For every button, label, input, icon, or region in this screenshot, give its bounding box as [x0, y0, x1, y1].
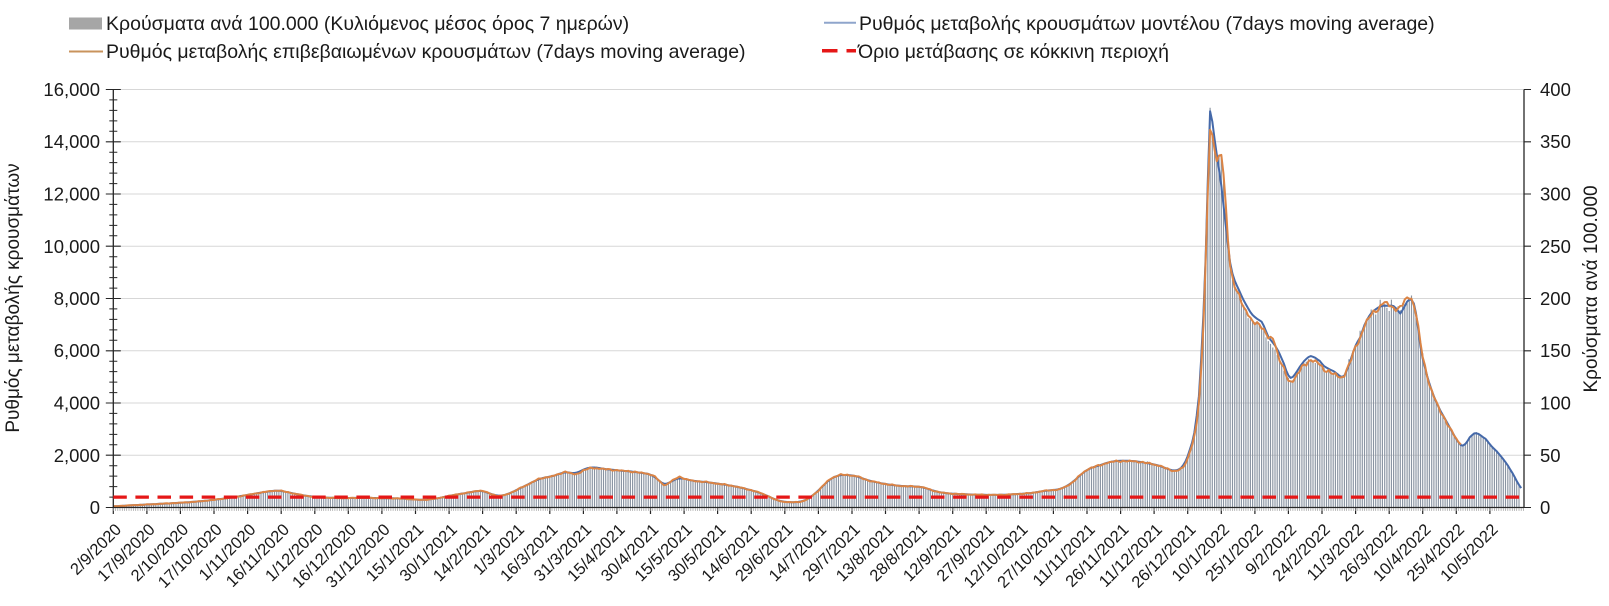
svg-text:200: 200 — [1540, 288, 1571, 309]
svg-text:2,000: 2,000 — [54, 445, 100, 466]
svg-text:8,000: 8,000 — [54, 288, 100, 309]
svg-text:Όριο μετάβασης σε κόκκινη περι: Όριο μετάβασης σε κόκκινη περιοχή — [857, 41, 1169, 63]
svg-text:250: 250 — [1540, 236, 1571, 257]
svg-text:150: 150 — [1540, 340, 1571, 361]
svg-text:Κρούσματα ανά 100.000: Κρούσματα ανά 100.000 — [1581, 185, 1602, 392]
svg-text:0: 0 — [90, 497, 100, 518]
svg-text:12,000: 12,000 — [43, 184, 100, 205]
svg-text:6,000: 6,000 — [54, 340, 100, 361]
svg-text:300: 300 — [1540, 184, 1571, 205]
svg-text:0: 0 — [1540, 497, 1550, 518]
svg-text:400: 400 — [1540, 79, 1571, 100]
svg-text:16,000: 16,000 — [43, 79, 100, 100]
svg-text:4,000: 4,000 — [54, 393, 100, 414]
svg-text:Ρυθμός μεταβολής κρουσμάτων: Ρυθμός μεταβολής κρουσμάτων — [3, 163, 24, 432]
svg-text:Κρούσματα ανά 100.000 (Κυλιόμε: Κρούσματα ανά 100.000 (Κυλιόμενος μέσος … — [106, 13, 629, 35]
svg-text:350: 350 — [1540, 131, 1571, 152]
svg-text:Ρυθμός μεταβολής κρουσμάτων μο: Ρυθμός μεταβολής κρουσμάτων μοντέλου (7d… — [859, 13, 1435, 35]
svg-text:100: 100 — [1540, 393, 1571, 414]
svg-text:10,000: 10,000 — [43, 236, 100, 257]
svg-text:50: 50 — [1540, 445, 1561, 466]
svg-text:14,000: 14,000 — [43, 131, 100, 152]
svg-text:Ρυθμός μεταβολής επιβεβαιωμένω: Ρυθμός μεταβολής επιβεβαιωμένων κρουσμάτ… — [106, 41, 746, 63]
